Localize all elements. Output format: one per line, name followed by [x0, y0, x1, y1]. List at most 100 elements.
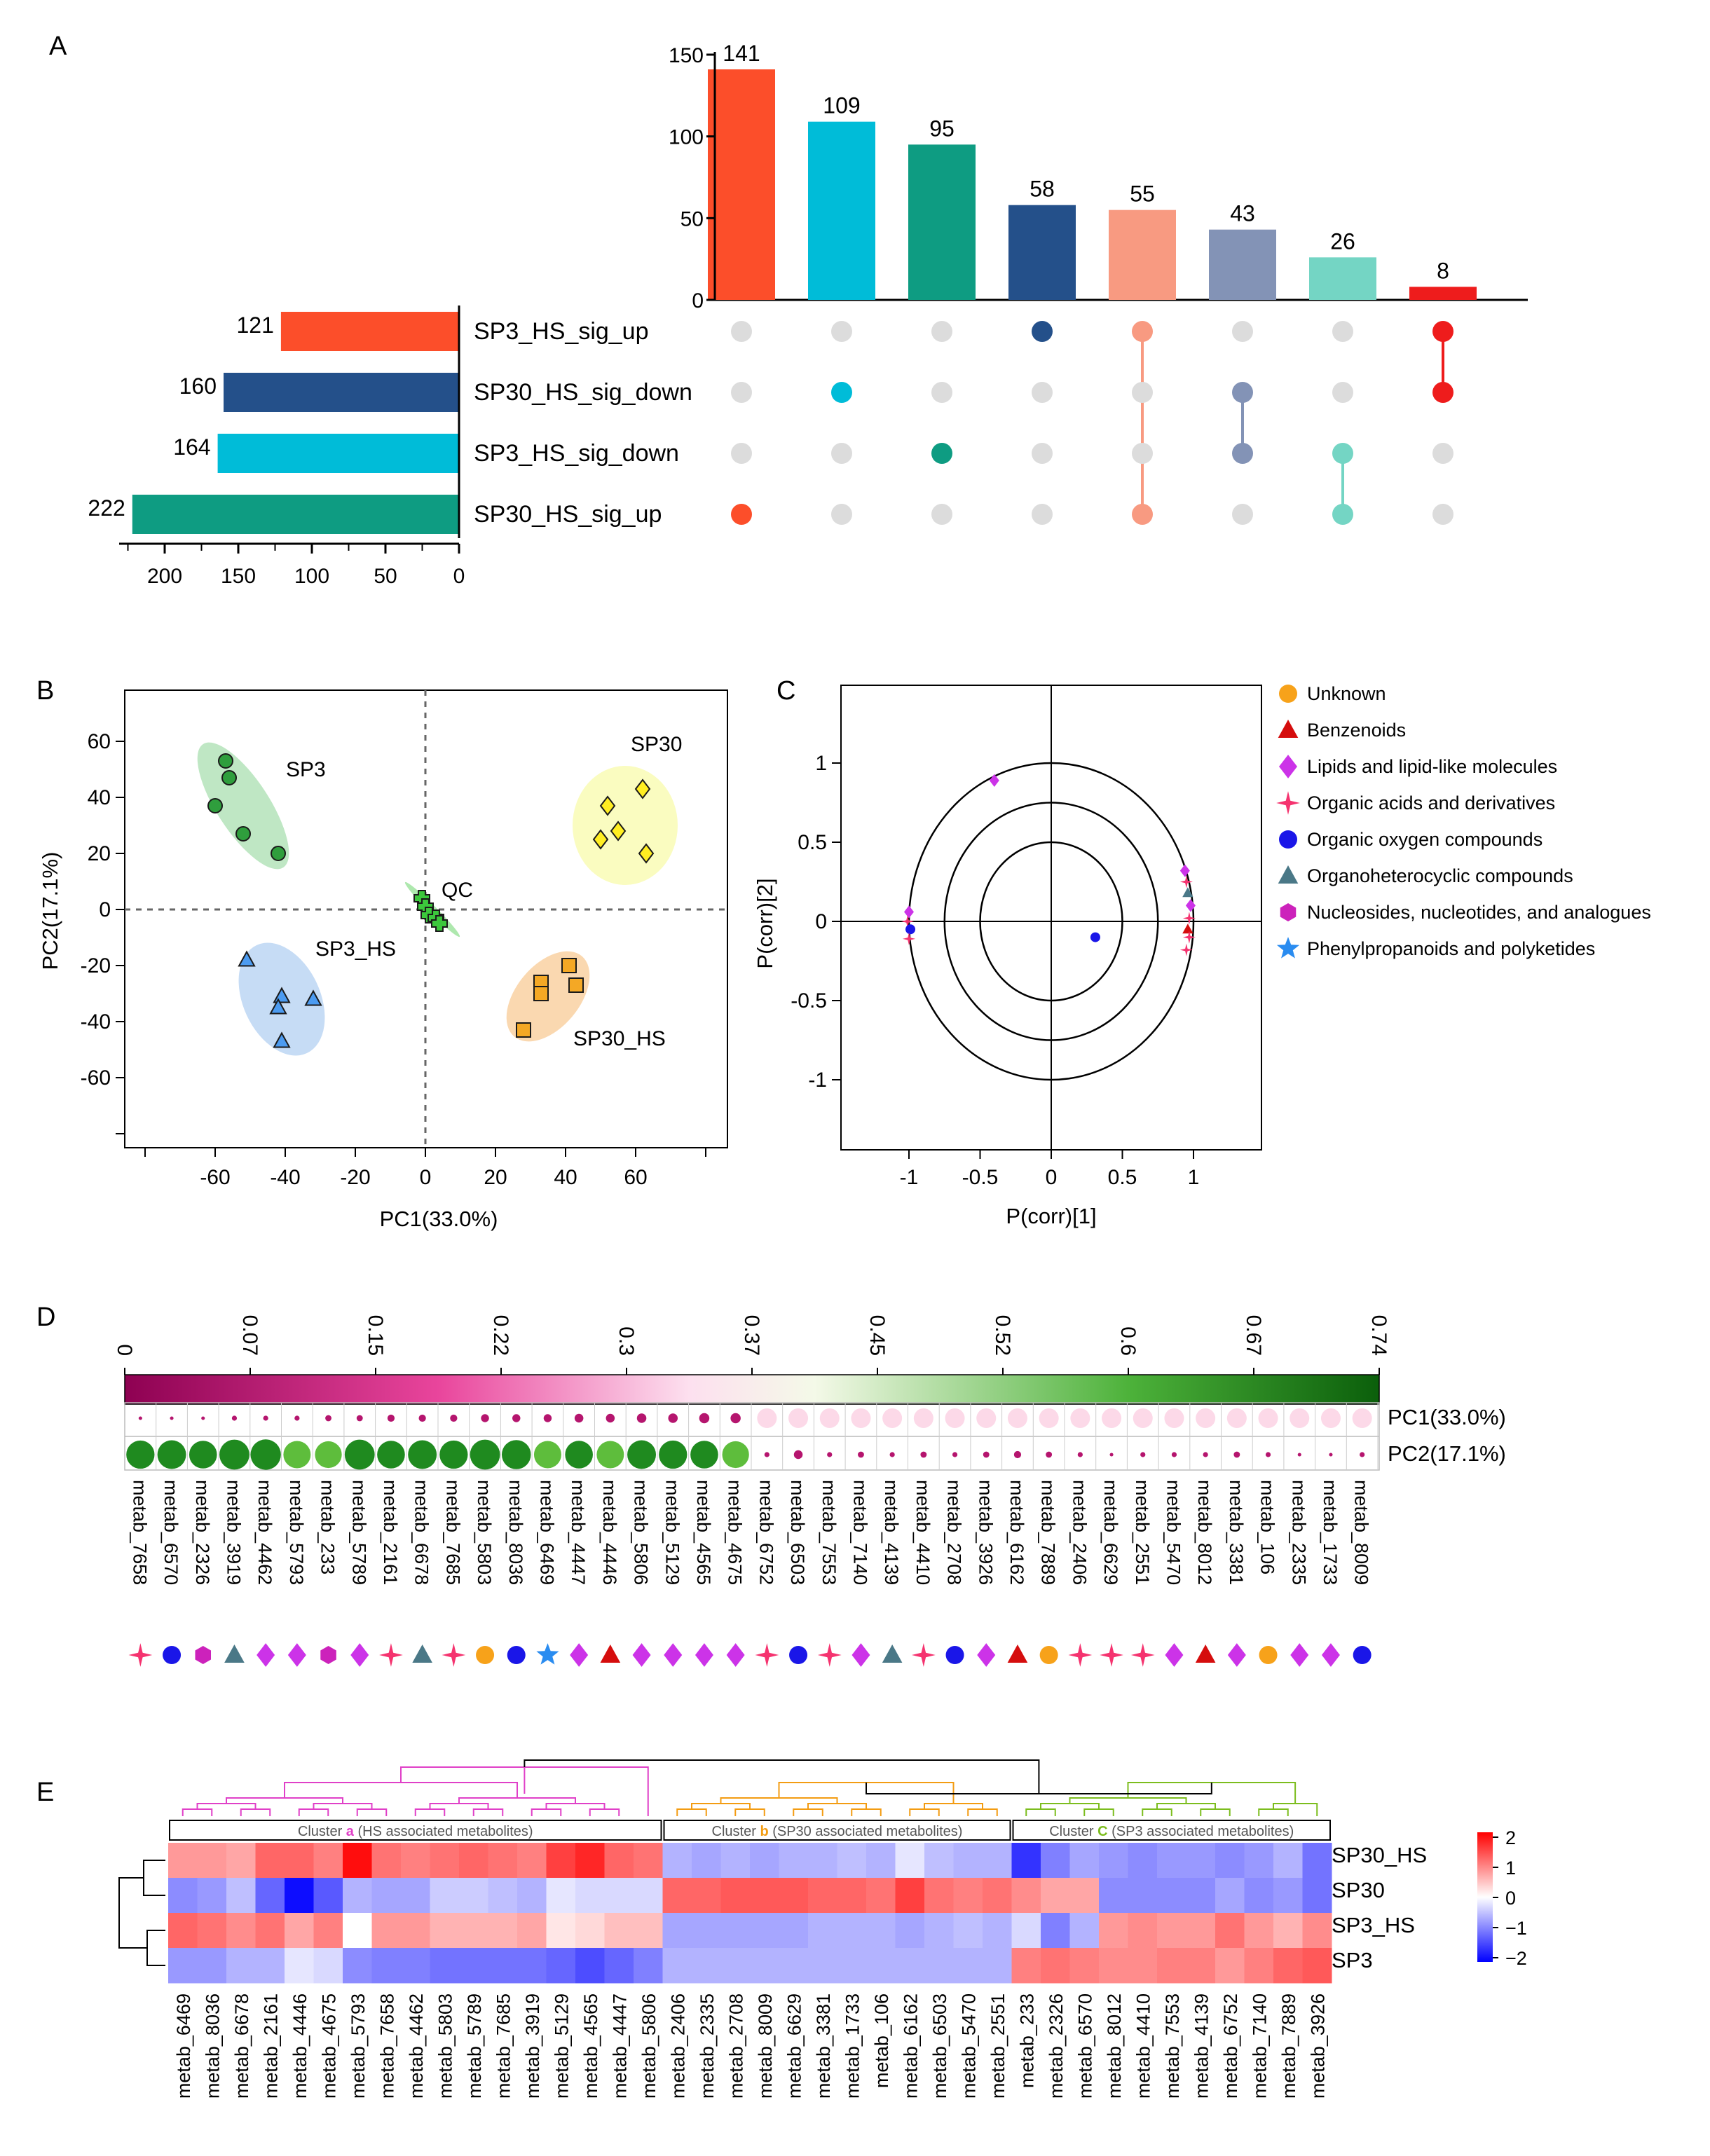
column-label: metab_2551: [987, 1993, 1008, 2099]
dendrogram-branch: [1025, 1808, 1056, 1816]
heatmap-cell: [983, 1843, 1012, 1879]
intersection-bar: [908, 144, 976, 300]
matrix-dot-active: [1332, 504, 1353, 525]
set-size-label: 121: [237, 313, 274, 338]
heatmap-cell: [750, 1878, 779, 1914]
group-label: SP30_HS: [573, 1027, 666, 1050]
class-marker: [1007, 1645, 1028, 1663]
heatmap-cell: [371, 1843, 402, 1879]
heatmap-cell: [837, 1948, 867, 1984]
metabolite-label: metab_5470: [1163, 1480, 1184, 1585]
heatmap-cell: [255, 1913, 285, 1949]
dendrogram-branch: [851, 1808, 882, 1816]
class-marker: [600, 1645, 621, 1663]
class-marker: [287, 1643, 306, 1667]
column-label: metab_2335: [697, 1993, 718, 2099]
heatmap-cell: [1128, 1948, 1158, 1984]
heatmap-cell: [1041, 1843, 1070, 1879]
heatmap-cell: [1069, 1948, 1100, 1984]
heatmap-cell: [226, 1913, 256, 1949]
loading-point: [1179, 943, 1193, 956]
bubble: [1077, 1452, 1083, 1457]
row-label: SP3: [1332, 1948, 1373, 1972]
metabolite-label: metab_5806: [631, 1480, 652, 1585]
x-tick-label: -0.5: [962, 1166, 999, 1189]
heatmap-cell: [313, 1843, 343, 1879]
y-axis-label: P(corr)[2]: [753, 878, 777, 968]
bubble: [983, 1451, 990, 1458]
column-label: metab_3381: [813, 1993, 834, 2099]
bubble: [250, 1439, 281, 1470]
heatmap-cell: [1244, 1948, 1274, 1984]
heatmap-cell: [459, 1843, 488, 1879]
loading-point: [901, 914, 915, 928]
column-label: metab_2161: [260, 1993, 281, 2099]
y-tick-label: 0: [815, 910, 827, 933]
dendrogram-branch: [429, 1803, 489, 1809]
loading-point: [904, 905, 914, 919]
bubble: [231, 1415, 238, 1421]
intersection-value-label: 58: [1030, 177, 1055, 202]
column-label: metab_4446: [289, 1993, 310, 2099]
heatmap-cell: [343, 1843, 372, 1879]
metabolite-label: metab_7658: [129, 1480, 150, 1585]
column-label: metab_7889: [1278, 1993, 1299, 2099]
legend-label: Organoheterocyclic compounds: [1307, 865, 1573, 886]
metabolite-label: metab_4410: [912, 1480, 933, 1585]
heatmap-cell: [662, 1913, 692, 1949]
heatmap-cell: [692, 1948, 721, 1984]
bubble: [501, 1440, 531, 1469]
heatmap-cell: [517, 1843, 547, 1879]
heatmap-cell: [1244, 1913, 1274, 1949]
heatmap-cell: [197, 1948, 227, 1984]
heatmap-cell: [1302, 1913, 1332, 1949]
dendrogram-branch: [1083, 1808, 1114, 1816]
metabolite-label: metab_6162: [1006, 1480, 1027, 1585]
scale-tick-label: 0.07: [238, 1315, 261, 1356]
legend-tick-label: 2: [1505, 1827, 1516, 1848]
heatmap-cell: [924, 1878, 954, 1914]
dendrogram-branch: [284, 1782, 518, 1798]
heatmap-cell: [1215, 1843, 1245, 1879]
set-size-bar: [132, 495, 460, 534]
heatmap-cell: [1273, 1878, 1303, 1914]
set-size-label: 222: [88, 495, 125, 521]
metabolite-label: metab_7889: [1038, 1480, 1059, 1585]
x-tick-label: 20: [484, 1166, 507, 1189]
scale-tick-label: 0.3: [615, 1326, 638, 1356]
heatmap-cell: [692, 1843, 721, 1879]
legend-label: Benzenoids: [1307, 720, 1406, 741]
bubble: [668, 1413, 678, 1423]
x-tick-label: -60: [200, 1166, 230, 1189]
column-label: metab_7685: [493, 1993, 514, 2099]
set-size-bars: 121 160 164 222 200 150 100 50 0: [88, 305, 465, 588]
dendrogram-branch: [1200, 1808, 1231, 1816]
class-marker: [536, 1643, 559, 1665]
dendrogram-branch: [458, 1797, 576, 1804]
matrix-dot-inactive: [831, 504, 852, 525]
bubble: [356, 1415, 363, 1422]
bubble: [1329, 1453, 1333, 1457]
scale-tick-label: 0.52: [991, 1315, 1014, 1356]
pca-point: [599, 795, 616, 816]
set-label: SP30_HS_sig_down: [474, 379, 692, 406]
matrix-dot-active: [831, 382, 852, 403]
group-label: SP30: [631, 733, 682, 756]
set-label: SP3_HS_sig_down: [474, 440, 679, 467]
set-size-label: 160: [179, 373, 217, 399]
loading-point: [989, 774, 999, 787]
heatmap-cell: [1273, 1843, 1303, 1879]
matrix-dot-inactive: [1032, 443, 1053, 464]
intersection-value-label: 26: [1330, 228, 1355, 254]
heatmap-cell: [662, 1843, 692, 1879]
legend-label: Phenylpropanoids and polyketides: [1307, 938, 1595, 959]
intersection-y-axis: 0 50 100 150: [669, 44, 716, 313]
heatmap-cell: [634, 1948, 663, 1984]
class-marker: [632, 1643, 651, 1667]
metabolite-label: metab_233: [317, 1480, 338, 1574]
heatmap-cell: [313, 1878, 343, 1914]
loading-content: -1 -0.5 0 0.5 1 1 0.5 0 -0.5 -1: [791, 685, 1261, 1189]
bubble: [189, 1441, 217, 1469]
metabolite-label: metab_2335: [1288, 1480, 1309, 1585]
y-tick-label: -1: [808, 1069, 827, 1092]
